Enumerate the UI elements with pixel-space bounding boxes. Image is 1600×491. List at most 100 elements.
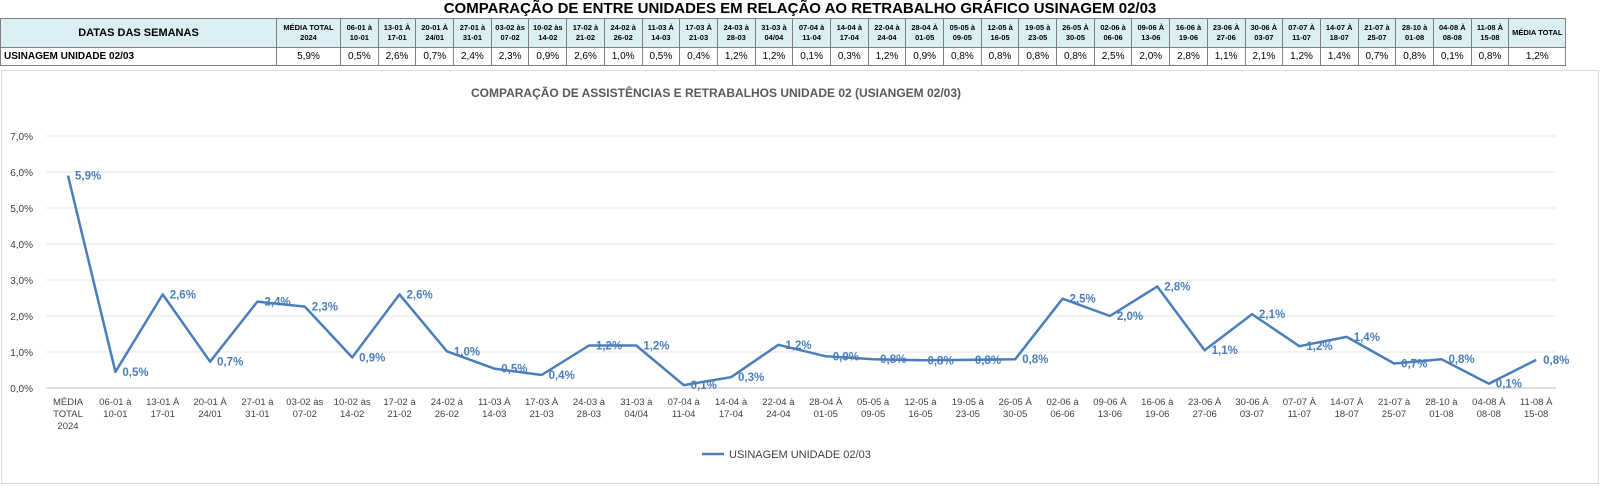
x-tick-label: 31-03 à 04/04 (620, 397, 653, 420)
data-label: 1,4% (1354, 332, 1380, 344)
week-value-cell: 2,3% (490, 47, 530, 66)
x-tick-label: 11-08 À 15-08 (1520, 397, 1553, 420)
x-tick-label: 06-01 à 10-01 (99, 397, 132, 420)
week-header-cell: 23-06 À 27-06 (1206, 18, 1246, 48)
data-label: 2,6% (407, 289, 433, 301)
row-label: USINAGEM UNIDADE 02/03 (0, 47, 277, 66)
week-value-cell: 0,8% (980, 47, 1020, 66)
y-tick-label: 6,0% (10, 168, 33, 179)
data-label: 0,9% (359, 352, 385, 364)
data-label: 2,3% (312, 302, 338, 314)
week-header-cell: 14-04 à 17-04 (829, 18, 869, 48)
week-value-cell: 0,4% (679, 47, 718, 66)
y-tick-label: 7,0% (10, 132, 33, 143)
week-value-cell: 2,4% (453, 47, 492, 66)
week-value-cell: 1,2% (867, 47, 907, 66)
chart-title: COMPARAÇÃO DE ASSISTÊNCIAS E RETRABALHOS… (471, 85, 961, 100)
week-value-cell: 0,1% (1432, 47, 1472, 66)
week-header-cell: 11-08 À 15-08 (1470, 18, 1510, 48)
week-value-cell: 2,5% (1093, 47, 1133, 66)
data-label: 1,2% (596, 341, 622, 353)
x-tick-label: 14-07 À 18-07 (1330, 397, 1364, 420)
week-header-cell: 11-03 À 14-03 (641, 18, 681, 48)
y-tick-label: 4,0% (10, 240, 33, 251)
data-label: 0,9% (833, 351, 859, 363)
avg-total-value: 1,2% (1508, 47, 1567, 66)
avg-total-2024-header: MÉDIA TOTAL 2024 (276, 18, 341, 48)
x-tick-label: 30-06 À 03-07 (1235, 397, 1269, 420)
x-tick-label: 26-05 À 30-05 (999, 397, 1033, 420)
week-header-cell: 28-04 À 01-05 (905, 18, 944, 48)
week-value-cell: 1,2% (1282, 47, 1321, 66)
summary-table: DATAS DAS SEMANAS MÉDIA TOTAL 2024 06-01… (0, 18, 1567, 66)
week-value-cell: 0,8% (1470, 47, 1510, 66)
week-header-cell: 02-06 à 06-06 (1093, 18, 1133, 48)
week-header-cell: 07-04 à 11-04 (792, 18, 831, 48)
week-value-cell: 0,8% (943, 47, 982, 66)
week-header-cell: 27-01 à 31-01 (453, 18, 492, 48)
data-label: 1,2% (1306, 341, 1332, 353)
sheet-title: COMPARAÇÃO DE ENTRE UNIDADES EM RELAÇÃO … (443, 0, 1157, 17)
week-header-cell: 22-04 à 24-04 (867, 18, 907, 48)
week-header-cell: 26-05 À 30-05 (1056, 18, 1095, 48)
data-label: 5,9% (75, 171, 101, 183)
week-header-cell: 24-02 à 26-02 (603, 18, 643, 48)
x-tick-label: 24-03 à 28-03 (573, 397, 606, 420)
avg-total-2024-value: 5,9% (276, 47, 341, 66)
week-value-cell: 1,4% (1319, 47, 1359, 66)
x-tick-label: 14-04 à 17-04 (715, 397, 748, 420)
data-label: 2,0% (1117, 311, 1143, 323)
week-header-cell: 09-06 À 13-06 (1131, 18, 1171, 48)
week-value-cell: 0,1% (792, 47, 831, 66)
x-tick-label: 16-06 à 19-06 (1141, 397, 1174, 420)
x-tick-label: 17-03 À 21-03 (525, 397, 559, 420)
x-tick-label: 09-06 À 13-06 (1093, 397, 1127, 420)
week-value-cell: 2,0% (1131, 47, 1171, 66)
series-line (66, 175, 1537, 387)
data-label: 1,0% (454, 346, 480, 358)
week-header-cell: 04-08 À 08-08 (1432, 18, 1472, 48)
week-value-cell: 0,5% (641, 47, 681, 66)
data-label: 1,2% (785, 340, 811, 352)
data-label: 0,8% (880, 354, 906, 366)
avg-total-header: MÉDIA TOTAL (1508, 18, 1567, 48)
week-value-cell: 0,8% (1056, 47, 1095, 66)
week-header-cell: 19-05 à 23-05 (1018, 18, 1058, 48)
x-tick-label: 11-03 À 14-03 (478, 397, 511, 420)
data-label: 0,7% (1401, 359, 1427, 371)
x-tick-label: 28-04 À 01-05 (809, 397, 843, 420)
x-tick-label: 20-01 À 24/01 (193, 397, 227, 420)
x-tick-label: MÉDIA TOTAL 2024 (53, 397, 84, 432)
y-tick-label: 0,0% (10, 384, 33, 395)
data-label: 1,2% (643, 341, 669, 353)
y-tick-label: 2,0% (10, 312, 33, 323)
week-value-cell: 0,3% (829, 47, 869, 66)
x-tick-label: 05-05 à 09-05 (857, 397, 890, 420)
x-tick-label: 03-02 às 07-02 (286, 397, 323, 420)
week-header-cell: 06-01 à 10-01 (340, 18, 379, 48)
x-tick-label: 17-02 à 21-02 (383, 397, 416, 420)
data-label: 0,8% (927, 355, 953, 367)
x-tick-label: 23-06 À 27-06 (1188, 397, 1222, 420)
data-label: 2,8% (1164, 281, 1190, 293)
x-tick-label: 02-06 à 06-06 (1046, 397, 1079, 420)
week-value-cell: 2,6% (377, 47, 417, 66)
x-tick-label: 28-10 à 01-08 (1425, 397, 1458, 420)
week-value-cell: 2,6% (566, 47, 605, 66)
data-label: 0,5% (122, 367, 148, 379)
week-header-cell: 28-10 à 01-08 (1395, 18, 1434, 48)
week-header-label: DATAS DAS SEMANAS (0, 18, 277, 48)
week-value-cell: 2,1% (1244, 47, 1284, 66)
x-tick-label: 04-08 À 08-08 (1472, 397, 1506, 420)
week-header-cell: 20-01 À 24/01 (415, 18, 455, 48)
week-header-cell: 16-06 à 19-06 (1169, 18, 1208, 48)
week-header-cell: 14-07 À 18-07 (1319, 18, 1359, 48)
data-label: 2,1% (1259, 309, 1285, 321)
x-tick-label: 21-07 à 25-07 (1378, 397, 1411, 420)
week-header-cell: 10-02 às 14-02 (528, 18, 568, 48)
data-label: 0,1% (1496, 379, 1522, 391)
x-tick-label: 27-01 à 31-01 (241, 397, 274, 420)
x-tick-label: 10-02 às 14-02 (334, 397, 371, 420)
week-value-cell: 0,5% (340, 47, 379, 66)
data-label: 1,1% (1212, 345, 1238, 357)
